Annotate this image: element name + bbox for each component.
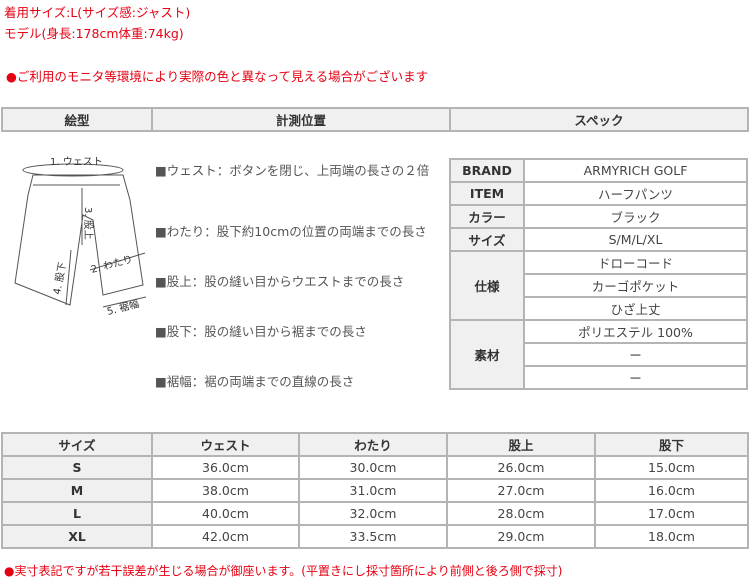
size-cell: 18.0cm	[594, 524, 749, 549]
color-warning: ●ご利用のモニタ等環境により実際の色と異なって見える場合がございます	[6, 69, 429, 84]
spec-material: ポリエステル 100%	[523, 319, 748, 344]
table-row: XL 42.0cm 33.5cm 29.0cm 18.0cm	[1, 524, 749, 549]
spec-features-label: 仕様	[449, 250, 525, 321]
size-worn-note: 着用サイズ:L(サイズ感:ジャスト)	[4, 5, 191, 20]
size-cell: XL	[1, 524, 153, 549]
header-drawing: 絵型	[1, 107, 153, 132]
footer-note: ●実寸表記ですが若干誤差が生じる場合が御座います。(平置きにし採寸箇所により前側…	[4, 564, 563, 578]
spec-feature: ひざ上丈	[523, 296, 748, 321]
spec-sizes: S/M/L/XL	[523, 227, 748, 252]
shorts-diagram: 1. ウェスト 2. わたり 3. 股上 4. 股下 5. 裾幅	[14, 156, 147, 315]
size-cell: 42.0cm	[151, 524, 300, 549]
spec-feature: カーゴポケット	[523, 273, 748, 298]
size-cell: 26.0cm	[446, 455, 596, 480]
size-cell: 17.0cm	[594, 501, 749, 526]
size-cell: M	[1, 478, 153, 503]
table-row: L 40.0cm 32.0cm 28.0cm 17.0cm	[1, 501, 749, 526]
table-row: S 36.0cm 30.0cm 26.0cm 15.0cm	[1, 455, 749, 480]
size-cell: 33.5cm	[298, 524, 448, 549]
measure-rise: ■股上：股の縫い目からウエストまでの長さ	[155, 274, 405, 289]
measure-waist: ■ウェスト：ボタンを閉じ、上両端の長さの２倍	[155, 163, 430, 178]
section-header: 絵型 計測位置 スペック	[1, 107, 749, 132]
header-spec: スペック	[449, 107, 749, 132]
spec-size-label: サイズ	[449, 227, 525, 252]
measure-watari: ■わたり：股下約10cmの位置の両端までの長さ	[155, 224, 427, 239]
spec-material: ー	[523, 365, 748, 390]
size-header: わたり	[298, 432, 448, 457]
label-watari: 2. わたり	[90, 253, 134, 276]
table-row: M 38.0cm 31.0cm 27.0cm 16.0cm	[1, 478, 749, 503]
spec-color-label: カラー	[449, 204, 525, 229]
size-cell: 32.0cm	[298, 501, 448, 526]
size-cell: 16.0cm	[594, 478, 749, 503]
size-cell: 15.0cm	[594, 455, 749, 480]
spec-color: ブラック	[523, 204, 748, 229]
spec-brand: ARMYRICH GOLF	[523, 158, 748, 183]
size-cell: 30.0cm	[298, 455, 448, 480]
size-header: サイズ	[1, 432, 153, 457]
size-cell: 40.0cm	[151, 501, 300, 526]
size-cell: 31.0cm	[298, 478, 448, 503]
spec-brand-label: BRAND	[449, 158, 525, 183]
spec-item: ハーフパンツ	[523, 181, 748, 206]
size-cell: 29.0cm	[446, 524, 596, 549]
spec-feature: ドローコード	[523, 250, 748, 275]
label-inseam: 4. 股下	[51, 261, 69, 295]
header-measure: 計測位置	[151, 107, 451, 132]
size-cell: 36.0cm	[151, 455, 300, 480]
size-cell: 28.0cm	[446, 501, 596, 526]
model-note: モデル(身長:178cm体重:74kg)	[4, 26, 184, 41]
size-cell: 27.0cm	[446, 478, 596, 503]
measure-hem: ■裾幅：裾の両端までの直線の長さ	[155, 374, 355, 389]
spec-item-label: ITEM	[449, 181, 525, 206]
size-header: 股下	[594, 432, 749, 457]
label-hem: 5. 裾幅	[105, 297, 140, 315]
size-table: サイズ ウェスト わたり 股上 股下 S 36.0cm 30.0cm 26.0cm 15…	[1, 432, 749, 549]
size-cell: 38.0cm	[151, 478, 300, 503]
size-cell: S	[1, 455, 153, 480]
spec-table: BRAND ARMYRICH GOLF ITEM ハーフパンツ カラー ブラック サイ…	[449, 158, 748, 390]
label-rise: 3. 股上	[82, 207, 94, 240]
spec-material-label: 素材	[449, 319, 525, 390]
size-header: 股上	[446, 432, 596, 457]
size-header: ウェスト	[151, 432, 300, 457]
spec-material: ー	[523, 342, 748, 367]
measure-inseam: ■股下：股の縫い目から裾までの長さ	[155, 324, 367, 339]
label-waist: 1. ウェスト	[50, 156, 103, 168]
size-cell: L	[1, 501, 153, 526]
